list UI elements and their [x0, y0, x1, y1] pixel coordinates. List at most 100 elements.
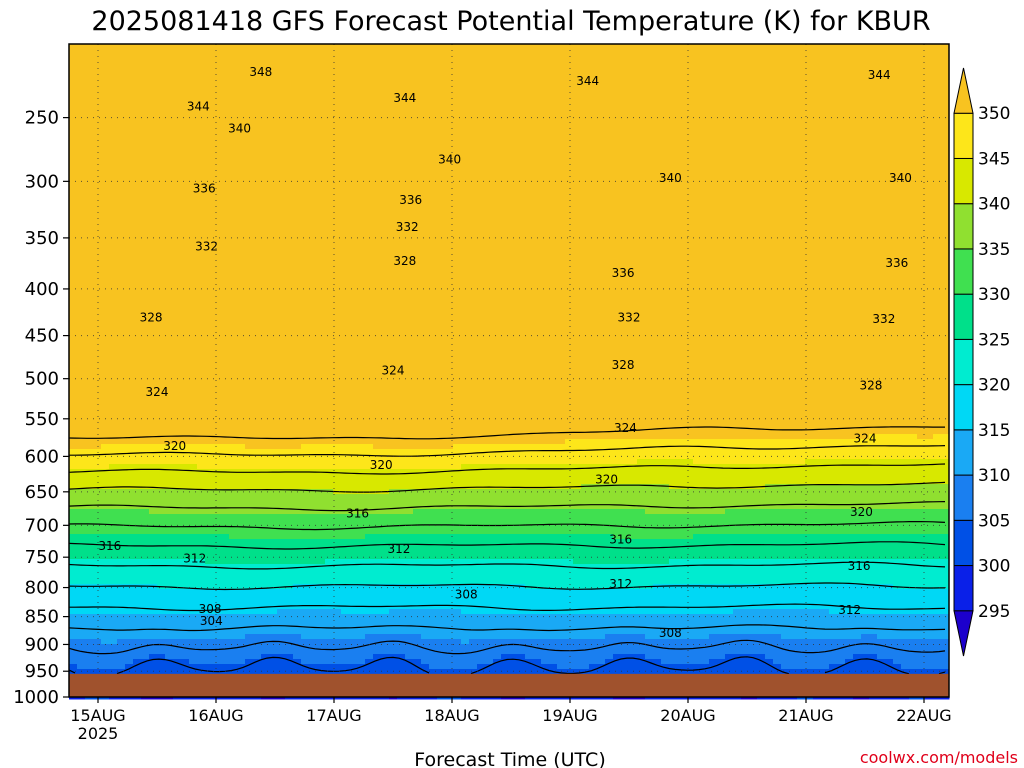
- contour-label: 320: [850, 505, 873, 519]
- contour-line: [69, 603, 946, 612]
- contour-label: 328: [393, 254, 416, 268]
- colorbar-tick-label: 320: [978, 376, 1010, 396]
- colorbar-bin: [953, 338, 974, 386]
- y-tick-label: 800: [25, 578, 59, 599]
- colorbar-tick-label: 310: [978, 466, 1010, 486]
- y-tick-label: 1000: [13, 687, 59, 708]
- colorbar-bin: [953, 248, 974, 295]
- source-credit: coolwx.com/models: [860, 748, 1018, 767]
- y-tick-label: 950: [25, 661, 59, 682]
- y-tick-label: 900: [25, 634, 59, 655]
- contour-label: 344: [187, 100, 210, 114]
- contour-label: 344: [393, 91, 416, 105]
- colorbar-bin: [953, 112, 974, 159]
- contour-label: 316: [346, 506, 369, 520]
- contour-label: 312: [387, 542, 410, 556]
- grid-lines: [69, 44, 949, 698]
- colorbar-tick-label: 345: [978, 149, 1010, 169]
- contour-labels: 348 344 344 344 344 340 340 340 340 336 336 336 336 3…: [98, 65, 912, 640]
- colorbar: 295 300 305 310 315 320 325 330 335 340 345 350: [953, 67, 1010, 657]
- x-tick-label: 17AUG: [306, 706, 361, 725]
- contour-line: [68, 624, 946, 632]
- contour-line: [68, 426, 945, 440]
- colorbar-tick-label: 295: [978, 602, 1010, 622]
- colorbar-tick-label: 340: [978, 195, 1010, 215]
- x-tick-label: 20AUG: [660, 706, 715, 725]
- x-tick-label: 19AUG: [542, 706, 597, 725]
- contour-label: 328: [140, 310, 163, 324]
- contour-label: 316: [98, 539, 121, 553]
- contour-label: 324: [146, 385, 169, 399]
- contour-line: [68, 582, 945, 591]
- contour-label: 312: [183, 551, 206, 565]
- colorbar-tick-label: 300: [978, 557, 1010, 577]
- contour-label: 308: [199, 602, 222, 616]
- colorbar-bin: [953, 157, 974, 205]
- colorbar-tick-label: 330: [978, 285, 1010, 305]
- contour-label: 336: [885, 256, 908, 270]
- contour-label: 344: [868, 68, 891, 82]
- y-tick-label: 750: [25, 547, 59, 568]
- x-tick-label: 15AUG: [70, 706, 125, 725]
- contour-label: 320: [370, 458, 393, 472]
- contour-label: 312: [838, 603, 861, 617]
- colorbar-tick-label: 305: [978, 511, 1010, 531]
- x-axis-label: Forecast Time (UTC): [414, 749, 605, 768]
- ground-below-surface: [69, 673, 949, 697]
- contour-label: 332: [872, 312, 895, 326]
- y-tick-label: 250: [25, 108, 59, 129]
- plot-area: [69, 44, 950, 700]
- contour-label: 324: [382, 363, 405, 377]
- contour-line: [68, 501, 946, 512]
- contour-label: 340: [659, 171, 682, 185]
- contour-label: 324: [614, 421, 637, 435]
- plot-frame: [68, 43, 950, 698]
- contour-label: 348: [249, 65, 272, 79]
- contour-label: 324: [854, 432, 877, 446]
- colorbar-bin: [953, 610, 974, 657]
- contour-label: 308: [455, 588, 478, 602]
- colorbar-bin: [953, 203, 974, 250]
- contour-label: 316: [848, 559, 871, 573]
- contour-label: 316: [609, 533, 632, 547]
- colorbar-bin: [953, 429, 974, 476]
- contour-label: 336: [399, 193, 422, 207]
- colorbar-bin: [953, 565, 974, 612]
- contour-label: 332: [618, 310, 641, 324]
- colorbar-tick-label: 350: [978, 104, 1010, 124]
- y-tick-label: 600: [25, 446, 59, 467]
- colorbar-tick-label: 315: [978, 421, 1010, 441]
- x-axis: 15AUG 16AUG 17AUG 18AUG 19AUG 20AUG 21AUG 22AUG…: [70, 697, 952, 743]
- colorbar-bin: [953, 293, 974, 340]
- contour-label: 320: [595, 472, 618, 486]
- contour-line: [68, 463, 946, 475]
- contour-label: 336: [193, 181, 216, 195]
- x-tick-label: 21AUG: [778, 706, 833, 725]
- colorbar-bin: [953, 519, 974, 567]
- x-tick-label: 22AUG: [896, 706, 951, 725]
- contour-label: 328: [859, 378, 882, 392]
- y-tick-label: 550: [25, 409, 59, 430]
- contour-label: 304: [200, 614, 223, 628]
- x-year-label: 2025: [78, 724, 119, 743]
- y-tick-label: 500: [25, 369, 59, 390]
- colorbar-bin: [953, 474, 974, 521]
- contour-line: [68, 481, 946, 493]
- contour-label: 308: [659, 626, 682, 640]
- contour-label: 328: [612, 358, 635, 372]
- x-tick-label: 16AUG: [188, 706, 243, 725]
- contour-line: [68, 656, 946, 675]
- chart-title: 2025081418 GFS Forecast Potential Temper…: [91, 6, 930, 37]
- y-tick-label: 850: [25, 607, 59, 628]
- y-tick-label: 450: [25, 326, 59, 347]
- y-axis: 250 300 350 400 450 500 550 600 650 700 750 800 850 9…: [13, 108, 69, 708]
- x-tick-label: 18AUG: [424, 706, 479, 725]
- y-tick-label: 400: [25, 279, 59, 300]
- contour-label: 312: [609, 577, 632, 591]
- contour-label: 340: [438, 152, 461, 166]
- contour-lines: [68, 426, 946, 675]
- colorbar-tick-label: 325: [978, 330, 1010, 350]
- y-tick-label: 300: [25, 171, 59, 192]
- contour-label: 340: [228, 121, 251, 135]
